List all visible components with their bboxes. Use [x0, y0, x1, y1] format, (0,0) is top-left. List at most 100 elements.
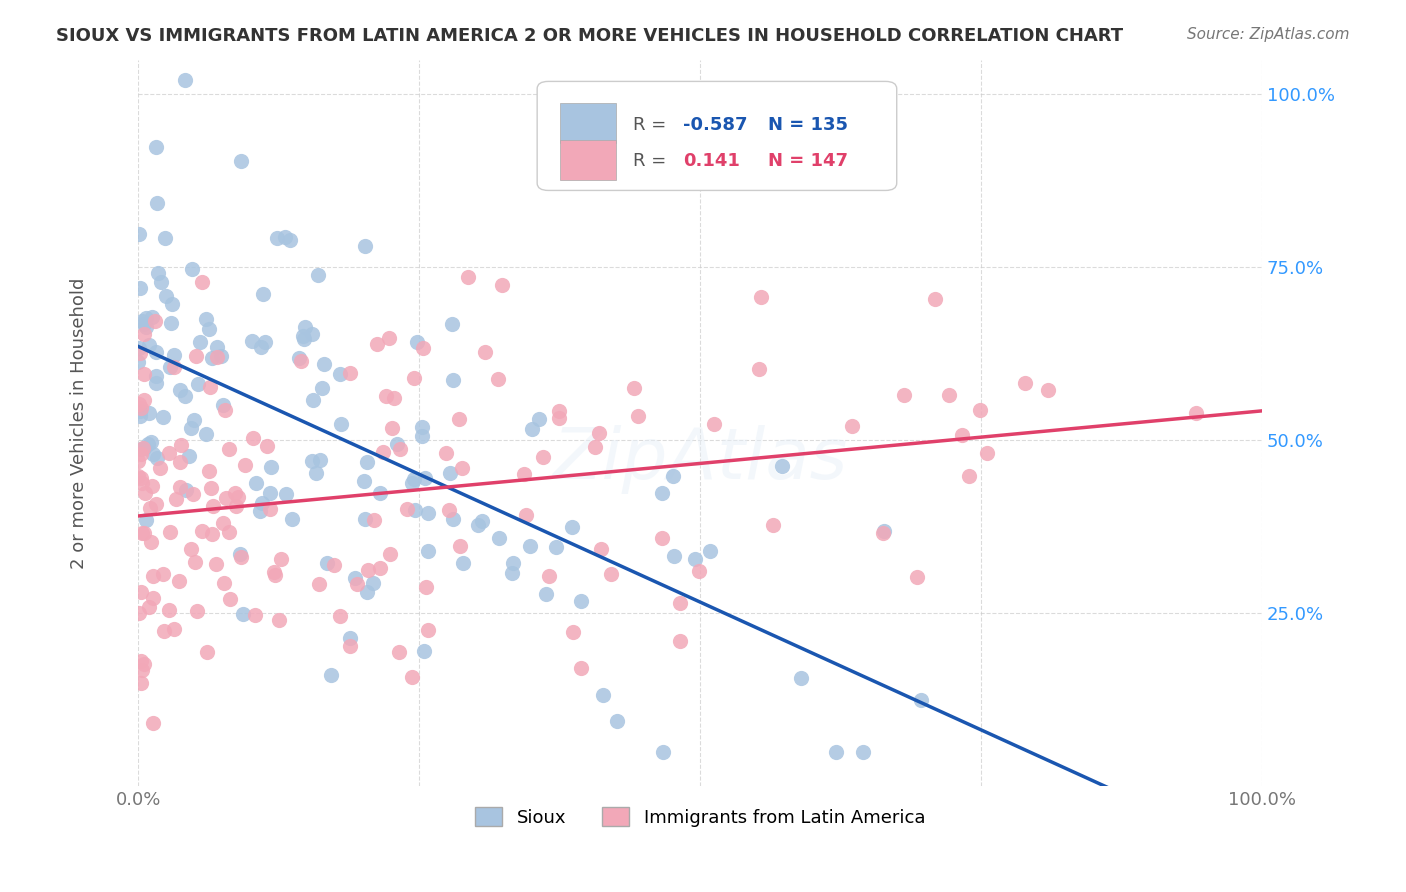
Point	[170, 438, 193, 452]
Point	[259, 486, 281, 500]
FancyBboxPatch shape	[560, 103, 616, 144]
Point	[264, 568, 287, 582]
Point	[471, 514, 494, 528]
Point	[132, 393, 155, 408]
Point	[142, 447, 165, 461]
Point	[388, 645, 411, 659]
FancyBboxPatch shape	[537, 81, 897, 190]
Point	[651, 531, 673, 545]
Point	[434, 446, 457, 460]
Point	[301, 454, 323, 468]
Point	[969, 402, 991, 417]
Point	[591, 541, 613, 556]
Point	[281, 512, 304, 526]
Point	[290, 354, 312, 368]
Point	[205, 350, 228, 364]
Point	[212, 398, 235, 412]
Point	[204, 557, 226, 571]
Point	[1036, 383, 1059, 397]
Point	[569, 594, 592, 608]
Point	[145, 451, 167, 466]
Point	[957, 469, 980, 483]
Point	[128, 397, 150, 411]
Point	[188, 335, 211, 350]
Point	[269, 613, 291, 627]
Point	[129, 281, 152, 295]
Point	[259, 501, 281, 516]
Point	[135, 311, 157, 326]
Point	[905, 570, 928, 584]
Point	[669, 596, 692, 610]
Point	[378, 547, 401, 561]
Point	[145, 140, 167, 154]
Point	[183, 413, 205, 427]
Text: SIOUX VS IMMIGRANTS FROM LATIN AMERICA 2 OR MORE VEHICLES IN HOUSEHOLD CORRELATI: SIOUX VS IMMIGRANTS FROM LATIN AMERICA 2…	[56, 27, 1123, 45]
Point	[315, 556, 337, 570]
Point	[519, 539, 541, 553]
Point	[201, 351, 224, 365]
Point	[131, 475, 153, 490]
Point	[212, 576, 235, 591]
Point	[219, 591, 242, 606]
Point	[174, 388, 197, 402]
Point	[592, 688, 614, 702]
Point	[131, 314, 153, 328]
Point	[323, 558, 346, 572]
Point	[129, 676, 152, 690]
Point	[142, 569, 165, 583]
Point	[491, 278, 513, 293]
Point	[312, 357, 335, 371]
Point	[370, 561, 392, 575]
Point	[547, 411, 569, 425]
Point	[437, 502, 460, 516]
Point	[266, 231, 288, 245]
Point	[669, 633, 692, 648]
Point	[167, 574, 190, 589]
Point	[685, 552, 707, 566]
Point	[198, 380, 221, 394]
Point	[139, 501, 162, 516]
Point	[513, 467, 536, 481]
Point	[225, 500, 247, 514]
Point	[229, 547, 252, 561]
Point	[129, 447, 152, 461]
Point	[366, 336, 388, 351]
Point	[200, 481, 222, 495]
Point	[129, 442, 152, 456]
Point	[128, 606, 150, 620]
Point	[187, 377, 209, 392]
Point	[138, 337, 160, 351]
Point	[474, 344, 496, 359]
Point	[623, 381, 645, 395]
Point	[224, 485, 246, 500]
Point	[132, 526, 155, 541]
Text: N = 135: N = 135	[768, 116, 848, 134]
Point	[451, 460, 474, 475]
Point	[180, 421, 202, 435]
Legend: Sioux, Immigrants from Latin America: Sioux, Immigrants from Latin America	[465, 798, 934, 836]
Point	[127, 468, 149, 483]
Point	[749, 290, 772, 304]
Point	[501, 566, 523, 581]
Point	[201, 500, 224, 514]
Point	[215, 491, 238, 505]
Point	[329, 417, 352, 432]
Point	[205, 340, 228, 354]
Point	[142, 716, 165, 731]
Point	[169, 480, 191, 494]
Point	[522, 422, 544, 436]
Point	[401, 670, 423, 684]
Point	[129, 345, 152, 359]
Point	[411, 429, 433, 443]
Point	[169, 383, 191, 397]
Point	[270, 551, 292, 566]
Point	[1014, 376, 1036, 391]
Point	[402, 471, 425, 485]
Point	[447, 412, 470, 426]
Point	[218, 525, 240, 540]
Point	[150, 275, 173, 289]
Point	[145, 195, 167, 210]
Point	[145, 376, 167, 391]
Point	[308, 576, 330, 591]
Point	[301, 327, 323, 342]
